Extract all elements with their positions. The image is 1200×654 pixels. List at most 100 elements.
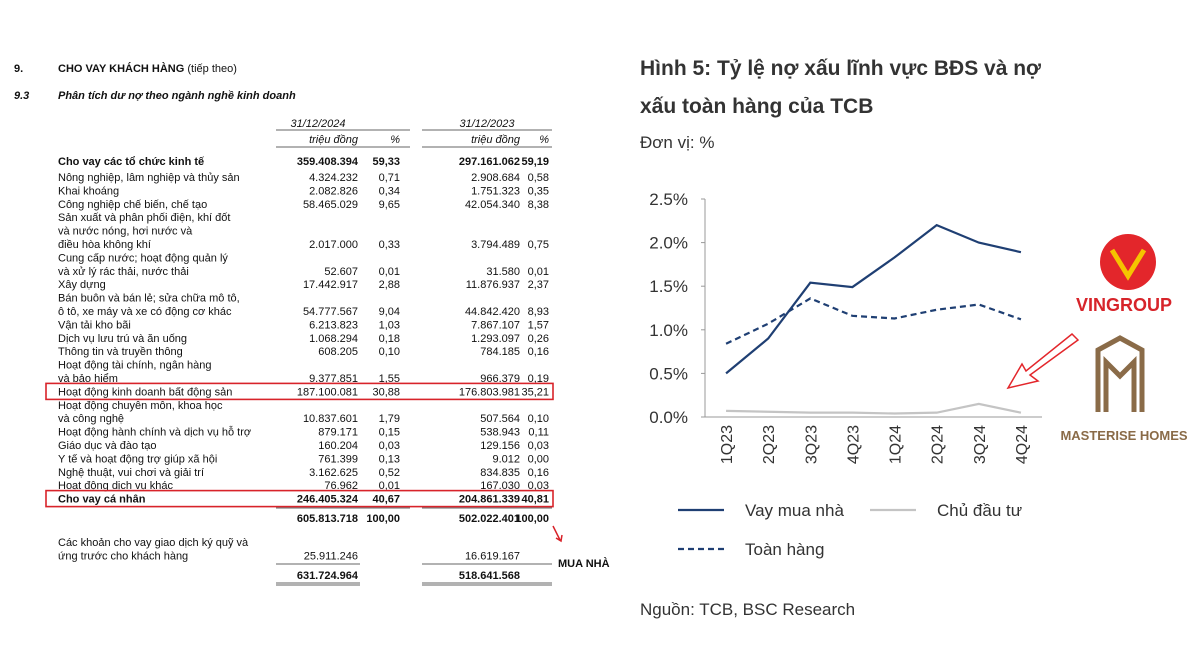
y-tick-label: 1.0% (649, 321, 688, 340)
y-tick-label: 2.0% (649, 234, 688, 253)
chart-title: Hình 5: Tỷ lệ nợ xấu lĩnh vực BĐS và nợ (640, 57, 1041, 80)
row-label: Sản xuất và phân phối điện, khí đốt (58, 212, 230, 224)
cell: 176.803.981 (459, 386, 520, 398)
cell: 834.835 (480, 467, 520, 479)
cell: 52.607 (324, 266, 358, 278)
x-tick-label: 3Q24 (972, 425, 989, 464)
cell: 0,01 (379, 480, 400, 492)
masterise-logo (1095, 335, 1145, 412)
y-tick-label: 2.5% (649, 190, 688, 209)
cell: 76.962 (324, 480, 358, 492)
cell: 0,19 (528, 373, 549, 385)
cell: 297.161.062 (459, 156, 520, 168)
x-tick-label: 2Q23 (761, 425, 778, 464)
legend-label: Toàn hàng (745, 540, 824, 559)
highlight-box (45, 489, 554, 508)
cell: 9.377.851 (309, 373, 358, 385)
cell: 1.068.294 (309, 333, 358, 345)
cell: 10.837.601 (303, 413, 358, 425)
series-line (726, 402, 1022, 415)
cell: 2,88 (379, 279, 400, 291)
annotation: MUA NHÀ (558, 557, 610, 570)
row-label: Bán buôn và bán lẻ; sửa chữa mô tô, (58, 293, 240, 305)
row-label: ô tô, xe máy và xe có động cơ khác (58, 306, 232, 318)
y-tick-label: 0.0% (649, 408, 688, 427)
row-label: Cung cấp nước; hoạt động quản lý (58, 252, 228, 264)
cell: 25.911.246 (304, 550, 358, 562)
cell: 0,16 (528, 346, 549, 358)
cell: 59,19 (521, 156, 549, 168)
subsection-number: 9.3 (14, 90, 29, 102)
row-label: và bảo hiểm (58, 373, 118, 385)
row-label: Vận tải kho bãi (58, 319, 131, 331)
cell: 8,38 (528, 199, 549, 211)
cell: 129.156 (480, 440, 520, 452)
cell: 1,57 (528, 319, 549, 331)
cell: 0,10 (379, 346, 400, 358)
cell: 30,88 (372, 386, 400, 398)
cell: 40,67 (372, 494, 400, 506)
cell: 16.619.167 (465, 550, 520, 562)
row-label: điều hòa không khí (58, 239, 151, 251)
logo-text: VINGROUP (1076, 295, 1172, 315)
cell: 9.012 (492, 453, 520, 465)
cell: 0,16 (528, 467, 549, 479)
chart-source: Nguồn: TCB, BSC Research (640, 600, 855, 619)
cell: 187.100.081 (297, 386, 358, 398)
row-label: Hoạt động hành chính và dịch vụ hỗ trợ (58, 426, 251, 439)
row-label: và nước nóng, hơi nước và (58, 226, 193, 238)
row-label: Nghệ thuật, vui chơi và giải trí (58, 467, 204, 479)
row-label: Hoạt động dịch vụ khác (58, 480, 173, 492)
row-label: ứng trước cho khách hàng (58, 550, 188, 562)
x-tick-label: 4Q24 (1014, 425, 1031, 464)
cell: 7.867.107 (471, 319, 520, 331)
row-label: Khai khoáng (58, 185, 119, 197)
x-tick-label: 1Q24 (888, 425, 905, 464)
cell: 538.943 (480, 427, 520, 439)
row-label: và công nghệ (58, 413, 124, 425)
cell: 0,35 (528, 185, 549, 197)
cell: 879.171 (318, 427, 358, 439)
cell: 54.777.567 (303, 306, 358, 318)
column-header: triệu đồng (309, 134, 359, 146)
cell: 2.908.684 (471, 172, 520, 184)
cell: 0,13 (379, 453, 400, 465)
row-label: Xây dựng (58, 279, 106, 291)
x-tick-label: 4Q23 (845, 425, 862, 464)
section-number: 9. (14, 63, 23, 75)
section-title: CHO VAY KHÁCH HÀNG (58, 62, 184, 75)
cell: 0,52 (379, 467, 400, 479)
subsection-title: Phân tích dư nợ theo ngành nghề kinh doa… (58, 90, 296, 102)
row-label: Cho vay cá nhân (58, 494, 146, 506)
arrow (1006, 332, 1080, 390)
cell: 9,04 (379, 306, 400, 318)
x-tick-label: 3Q23 (803, 425, 820, 464)
row-label: Hoạt động tài chính, ngân hàng (58, 360, 212, 372)
cell: 1.293.097 (471, 333, 520, 345)
row-label: và xử lý rác thải, nước thải (58, 266, 189, 278)
cell: 2.082.826 (309, 185, 358, 197)
logos: VINGROUP MASTERISE HOMES (1006, 234, 1188, 443)
column-header: triệu đồng (471, 134, 521, 146)
cell: 9,65 (379, 199, 400, 211)
cell: 246.405.324 (297, 494, 359, 506)
cell: 100,00 (515, 513, 549, 525)
cell: 0,75 (528, 239, 549, 251)
cell: 17.442.917 (303, 279, 358, 291)
cell: 966.379 (480, 373, 520, 385)
row-label: Thông tin và truyền thông (58, 346, 183, 358)
chart-title: xấu toàn hàng của TCB (640, 95, 873, 118)
cell: 0,01 (379, 266, 400, 278)
cell: 11.876.937 (466, 279, 520, 291)
row-label: Hoạt động chuyên môn, khoa học (58, 400, 223, 412)
cell: 0,00 (528, 453, 549, 465)
cell: 0,15 (379, 427, 400, 439)
x-tick-label: 2Q24 (930, 425, 947, 464)
row-label: Dịch vụ lưu trú và ăn uống (58, 333, 187, 345)
cell: 507.564 (480, 413, 520, 425)
cell: 1.751.323 (471, 185, 520, 197)
y-tick-label: 0.5% (649, 364, 688, 383)
legend-label: Vay mua nhà (745, 501, 844, 520)
series-line (725, 297, 1022, 345)
